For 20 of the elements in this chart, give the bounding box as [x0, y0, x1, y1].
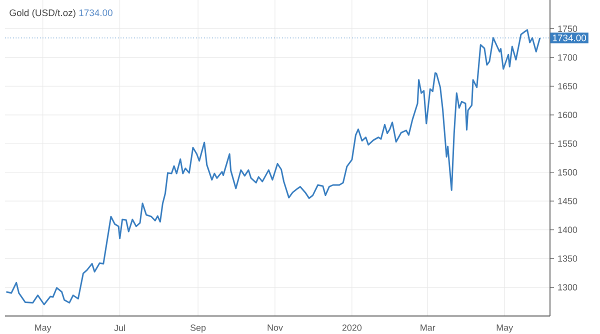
y-tick-label: 1400	[558, 226, 578, 233]
x-tick-label: Jul	[114, 324, 125, 332]
ref-line-label: 1734.00	[552, 34, 586, 42]
y-tick-label: 1350	[558, 255, 578, 262]
y-tick-label: 1600	[558, 112, 578, 118]
text: Gold (USD/t.oz)	[10, 9, 76, 18]
y-tick-label: 1650	[558, 83, 578, 90]
x-tick-label: Nov	[268, 324, 283, 331]
y-tick-label: 1700	[558, 54, 578, 61]
y-tick-label: 1450	[558, 198, 578, 204]
x-tick-label: 2020	[342, 324, 362, 331]
x-tick-label: Mar	[420, 324, 436, 331]
x-tick-label: May	[496, 324, 514, 333]
y-tick-label: 1300	[558, 284, 578, 290]
y-tick-label: 1750	[558, 26, 578, 32]
y-tick-label: 1500	[558, 169, 578, 176]
y-tick-label: 1550	[558, 140, 578, 147]
text: 1734.00	[79, 9, 112, 16]
x-tick-label: May	[35, 324, 52, 333]
x-tick-label: Sep	[190, 324, 206, 333]
